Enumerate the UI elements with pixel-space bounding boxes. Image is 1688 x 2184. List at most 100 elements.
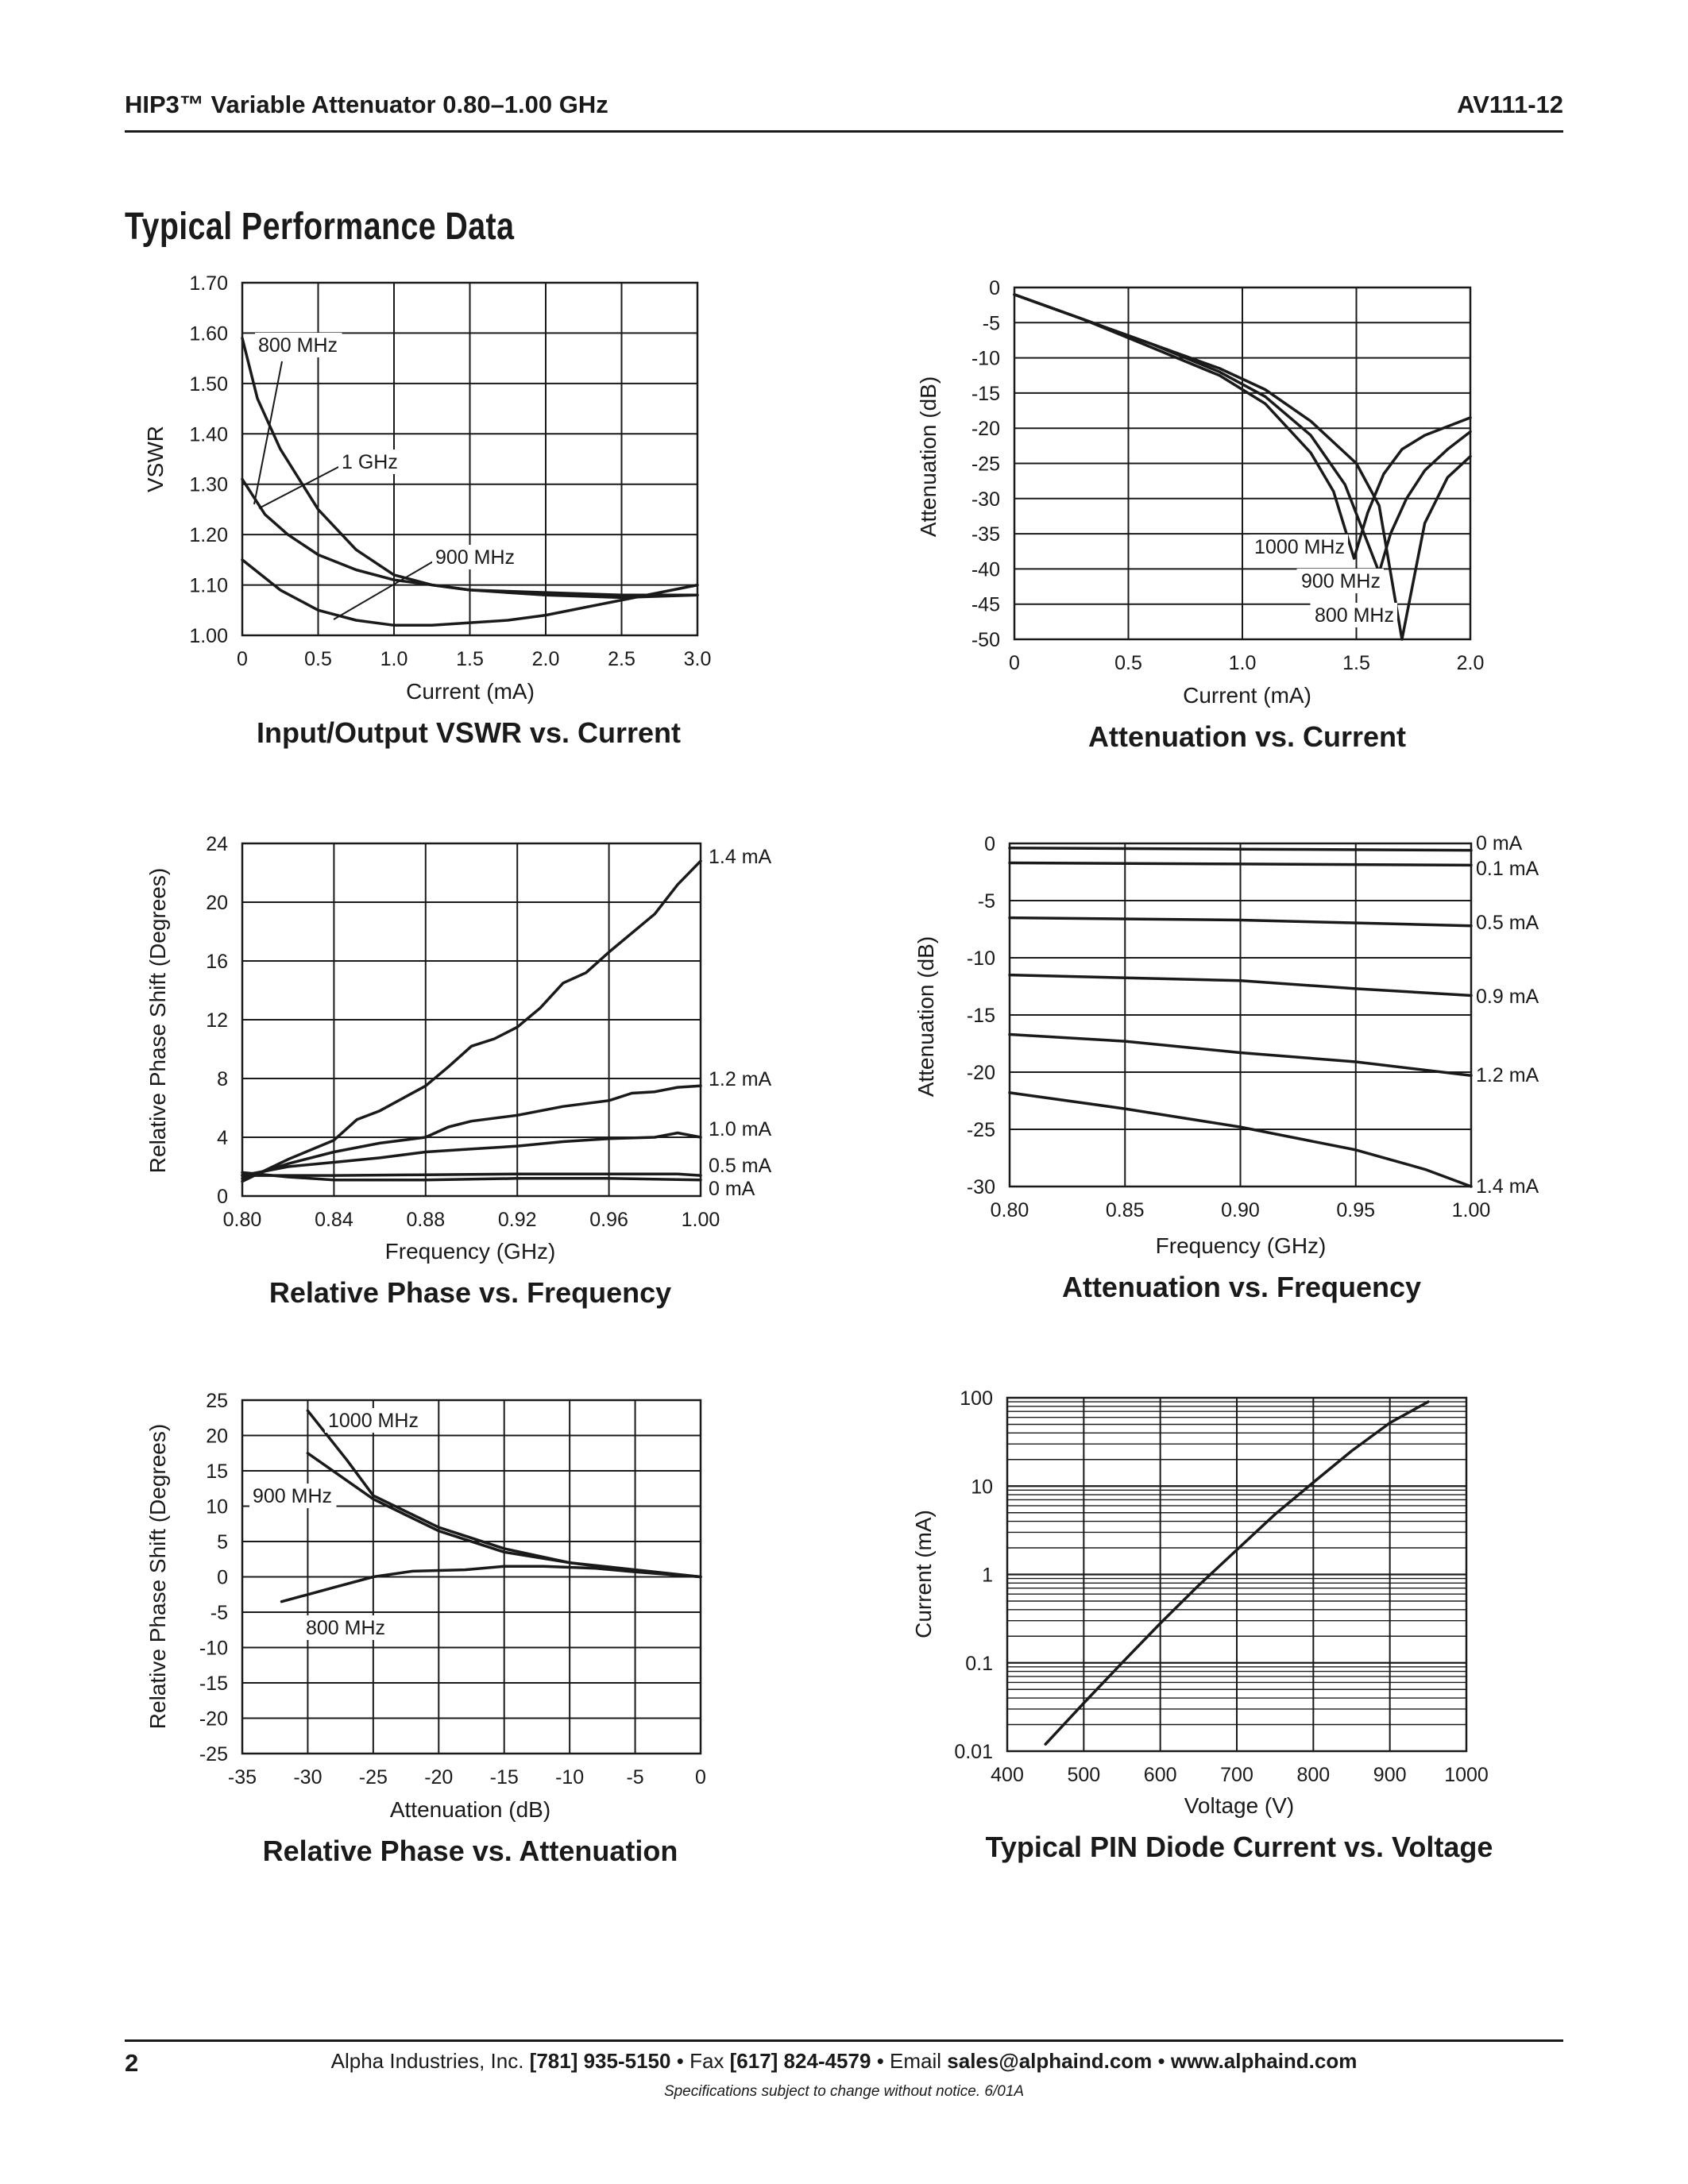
series-line xyxy=(1013,293,1472,560)
y-tick-label: 0.1 xyxy=(965,1653,993,1675)
y-tick-label: 0 xyxy=(989,277,1000,299)
plot-frame xyxy=(1008,842,1473,1188)
series-label: 1000 MHz xyxy=(328,1410,419,1432)
series-label: 1000 MHz xyxy=(1254,536,1345,558)
x-tick-label: 900 xyxy=(1373,1764,1407,1786)
y-tick-label: -5 xyxy=(978,890,995,913)
page-number: 2 xyxy=(125,2049,139,2077)
header-rule xyxy=(125,130,1563,133)
series-line xyxy=(1008,861,1473,867)
y-tick-label: 1.10 xyxy=(189,575,228,597)
plot-frame xyxy=(1013,286,1472,641)
y-axis-label: Current (mA) xyxy=(911,1510,936,1638)
x-tick-label: 0.95 xyxy=(1336,1199,1375,1221)
chart-title: Relative Phase vs. Frequency xyxy=(269,1276,671,1309)
label-leader xyxy=(333,560,435,620)
x-tick-label: -30 xyxy=(293,1766,322,1788)
y-tick-label: -35 xyxy=(971,523,1000,546)
y-tick-label: -20 xyxy=(199,1708,228,1731)
y-tick-label: -50 xyxy=(971,629,1000,651)
footer-rule xyxy=(125,2039,1563,2042)
y-tick-label: 1.00 xyxy=(189,625,228,647)
x-tick-label: 0.92 xyxy=(498,1209,537,1231)
x-tick-label: 600 xyxy=(1144,1764,1177,1786)
x-tick-label: 0 xyxy=(237,648,248,670)
x-tick-label: 800 xyxy=(1296,1764,1330,1786)
series-line xyxy=(1008,1032,1473,1078)
y-tick-label: -5 xyxy=(983,312,1000,334)
plot-frame xyxy=(241,281,699,637)
x-tick-label: 500 xyxy=(1067,1764,1100,1786)
x-axis-label: Attenuation (dB) xyxy=(390,1797,550,1822)
company-name: Alpha Industries, Inc. xyxy=(330,2049,524,2073)
x-tick-label: 0.88 xyxy=(406,1209,445,1231)
y-tick-label: 0 xyxy=(217,1186,228,1208)
y-tick-label: -25 xyxy=(199,1743,228,1765)
series-label: 1.0 mA xyxy=(709,1118,772,1140)
separator: • xyxy=(1157,2049,1165,2073)
x-tick-label: 0.96 xyxy=(589,1209,628,1231)
x-tick-label: 1.0 xyxy=(380,648,408,670)
y-tick-label: -25 xyxy=(967,1119,995,1141)
y-tick-label: -10 xyxy=(967,947,995,970)
x-tick-label: -35 xyxy=(228,1766,257,1788)
y-tick-label: 15 xyxy=(206,1461,228,1483)
y-tick-label: -10 xyxy=(199,1638,228,1660)
x-tick-label: 0.90 xyxy=(1221,1199,1260,1221)
chart-title: Relative Phase vs. Attenuation xyxy=(263,1835,678,1867)
x-tick-label: 2.0 xyxy=(1457,652,1485,674)
series-label: 0.9 mA xyxy=(1476,986,1539,1008)
x-tick-label: 0.85 xyxy=(1106,1199,1145,1221)
series-line xyxy=(1008,973,1473,997)
label-background xyxy=(1250,534,1348,559)
series-label: 1 GHz xyxy=(342,451,398,473)
chart-title: Input/Output VSWR vs. Current xyxy=(257,716,681,749)
disclaimer: Specifications subject to change without… xyxy=(663,2083,1025,2100)
series-label: 0.5 mA xyxy=(1476,912,1539,934)
x-axis-label: Current (mA) xyxy=(1183,683,1311,708)
chart-title: Attenuation vs. Frequency xyxy=(1062,1271,1421,1303)
y-tick-label: -30 xyxy=(967,1176,995,1198)
y-tick-label: -25 xyxy=(971,453,1000,476)
label-background xyxy=(432,545,520,569)
x-tick-label: -5 xyxy=(626,1766,643,1788)
label-background xyxy=(338,450,403,474)
y-tick-label: 8 xyxy=(217,1068,228,1090)
y-tick-label: 12 xyxy=(206,1009,228,1032)
header-part-number: AV111-12 xyxy=(1457,91,1563,118)
footer-contact: Alpha Industries, Inc. [781] 935-5150 • … xyxy=(0,2049,1688,2074)
y-axis-label: Relative Phase Shift (Degrees) xyxy=(145,868,170,1173)
series-label: 800 MHz xyxy=(306,1617,385,1639)
series-label: 1.4 mA xyxy=(1476,1175,1539,1198)
series-label: 900 MHz xyxy=(253,1485,332,1507)
y-tick-label: 10 xyxy=(971,1476,993,1498)
x-axis-label: Current (mA) xyxy=(406,679,535,704)
x-tick-label: -10 xyxy=(555,1766,584,1788)
y-tick-label: 5 xyxy=(217,1531,228,1553)
series-line xyxy=(241,1131,702,1177)
series-line xyxy=(1013,293,1472,641)
website-link[interactable]: www.alphaind.com xyxy=(1170,2049,1358,2073)
y-tick-label: 1.30 xyxy=(189,474,228,496)
y-axis-label: Relative Phase Shift (Degrees) xyxy=(145,1424,170,1729)
y-tick-label: 1.40 xyxy=(189,423,228,446)
series-line xyxy=(280,1565,702,1603)
series-label: 900 MHz xyxy=(435,546,515,569)
series-line xyxy=(241,859,702,1183)
y-tick-label: -30 xyxy=(971,488,1000,511)
x-tick-label: 700 xyxy=(1220,1764,1253,1786)
x-tick-label: 1.0 xyxy=(1229,652,1257,674)
phone-number: [781] 935-5150 xyxy=(529,2049,671,2073)
y-tick-label: 16 xyxy=(206,951,228,973)
label-background xyxy=(255,333,342,357)
y-tick-label: 24 xyxy=(206,833,228,855)
x-tick-label: 1.5 xyxy=(456,648,484,670)
series-line xyxy=(241,558,699,627)
series-line xyxy=(1008,847,1473,852)
y-tick-label: -15 xyxy=(967,1005,995,1027)
y-tick-label: -45 xyxy=(971,594,1000,616)
plot-frame xyxy=(241,842,702,1198)
email-link[interactable]: sales@alphaind.com xyxy=(947,2049,1153,2073)
y-tick-label: -10 xyxy=(971,348,1000,370)
series-line xyxy=(241,477,699,600)
